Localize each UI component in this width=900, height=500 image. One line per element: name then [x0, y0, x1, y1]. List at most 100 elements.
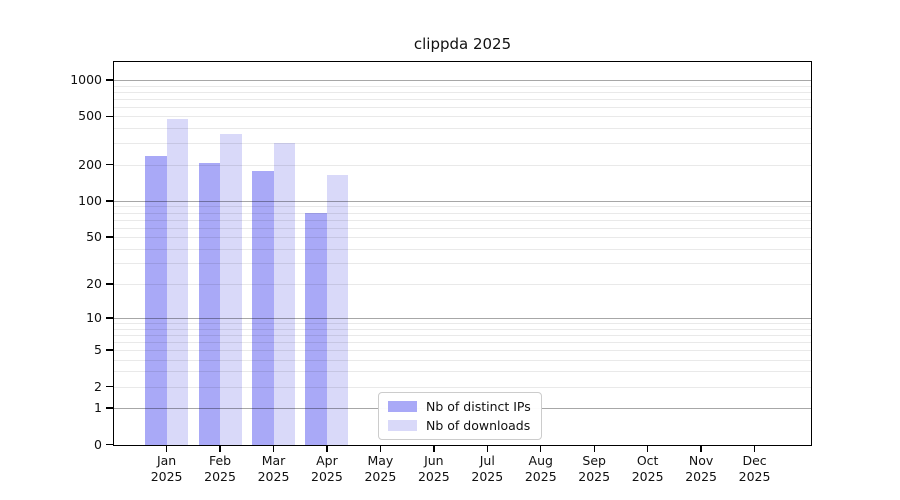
month-year: 2025 [685, 469, 717, 484]
x-tick-jun [433, 445, 435, 452]
bar-downloads-mar [273, 143, 295, 446]
month-year: 2025 [204, 469, 236, 484]
y-tick-0 [106, 443, 113, 446]
y-tick-label-500: 500 [78, 108, 102, 124]
month-name: Jan [156, 452, 177, 468]
x-tick-aug [540, 445, 542, 452]
month-name: Oct [636, 452, 659, 468]
gridline-major-100 [113, 200, 812, 202]
gridline-minor-70 [113, 219, 812, 221]
x-tick-mar [272, 445, 275, 452]
x-tick-label-apr: Apr 2025 [285, 453, 369, 486]
gridline-minor-3 [113, 371, 812, 373]
y-tick-label-200: 200 [78, 156, 102, 172]
legend: Nb of distinct IPs Nb of downloads [378, 392, 542, 440]
gridline-minor-9 [113, 323, 812, 324]
gridline-minor-60 [113, 227, 812, 229]
x-tick-oct [646, 445, 649, 452]
month-year: 2025 [578, 469, 611, 484]
y-tick-label-50: 50 [86, 229, 102, 245]
y-tick-5 [106, 349, 113, 351]
gridline-minor-500 [113, 116, 812, 118]
gridline-minor-5 [113, 349, 812, 351]
y-tick-20 [106, 283, 113, 285]
y-tick-label-0: 0 [94, 436, 102, 452]
month-year: 2025 [364, 469, 397, 484]
bar-downloads-apr [326, 175, 349, 446]
y-tick-1000 [106, 79, 113, 81]
gridline-major-1000 [113, 79, 812, 81]
gridline-minor-8 [113, 328, 812, 330]
x-tick-label-jul: Jul 2025 [445, 453, 529, 486]
bar-distinct-ips-mar [252, 171, 274, 446]
gridline-minor-80 [113, 212, 812, 214]
x-tick-label-dec: Dec 2025 [713, 453, 797, 486]
x-tick-jan [165, 445, 168, 452]
month-name: Apr [316, 452, 338, 468]
gridline-minor-2 [113, 386, 812, 388]
y-tick-label-1000: 1000 [70, 71, 102, 87]
bar-downloads-feb [220, 134, 242, 446]
chart-title: clippda 2025 [413, 35, 512, 53]
x-tick-feb [219, 445, 221, 452]
gridline-minor-50 [113, 237, 812, 239]
x-tick-apr [326, 445, 328, 452]
x-tick-dec [753, 445, 756, 452]
legend-row-distinct-ips: Nb of distinct IPs [388, 398, 531, 415]
gridline-minor-700 [113, 98, 812, 100]
x-tick-label-jun: Jun 2025 [392, 453, 476, 486]
x-tick-jul [486, 445, 488, 452]
y-tick-label-5: 5 [94, 341, 102, 357]
y-tick-500 [106, 115, 113, 118]
x-tick-label-aug: Aug 2025 [499, 453, 583, 486]
y-tick-2 [106, 385, 113, 388]
gridline-minor-4 [113, 359, 812, 361]
x-tick-label-jan: Jan 2025 [125, 453, 209, 486]
gridline-minor-6 [113, 341, 812, 343]
gridline-minor-40 [113, 248, 812, 250]
x-tick-label-feb: Feb 2025 [178, 453, 262, 486]
gridline-minor-200 [113, 164, 812, 166]
gridline-major-10 [113, 317, 812, 319]
month-name: Nov [688, 452, 714, 468]
y-tick-200 [106, 163, 113, 166]
month-year: 2025 [738, 469, 771, 484]
legend-swatch-distinct-ips [388, 401, 417, 412]
bar-distinct-ips-apr [305, 212, 327, 446]
gridline-minor-90 [113, 206, 812, 208]
x-tick-label-mar: Mar 2025 [232, 453, 316, 486]
month-year: 2025 [311, 469, 343, 484]
x-tick-label-may: May 2025 [338, 453, 422, 486]
gridline-minor-20 [113, 283, 812, 285]
month-name: Dec [742, 452, 767, 468]
month-name: Jun [424, 452, 444, 468]
y-tick-100 [106, 200, 113, 202]
legend-row-downloads: Nb of downloads [388, 417, 531, 434]
y-tick-label-2: 2 [94, 378, 102, 394]
y-tick-label-1: 1 [94, 399, 102, 415]
legend-swatch-downloads [388, 420, 417, 431]
y-tick-label-100: 100 [78, 192, 102, 208]
legend-label-downloads: Nb of downloads [426, 418, 531, 433]
month-year: 2025 [257, 469, 290, 484]
gridline-minor-30 [113, 263, 812, 265]
month-name: Jul [479, 452, 495, 468]
gridline-minor-400 [113, 128, 812, 130]
x-tick-nov [700, 445, 702, 452]
month-name: May [367, 452, 394, 468]
bar-distinct-ips-feb [198, 162, 221, 446]
x-tick-may [379, 445, 382, 452]
month-name: Mar [261, 452, 286, 468]
gridline-minor-600 [113, 106, 812, 108]
y-tick-label-10: 10 [86, 309, 102, 325]
y-tick-1 [106, 407, 113, 409]
gridline-minor-7 [113, 334, 812, 336]
month-year: 2025 [150, 469, 183, 484]
x-tick-sep [593, 445, 595, 452]
gridline-minor-800 [113, 91, 812, 93]
month-name: Sep [582, 452, 606, 468]
x-tick-label-oct: Oct 2025 [606, 453, 690, 486]
month-year: 2025 [471, 469, 504, 484]
y-tick-label-20: 20 [86, 275, 102, 291]
